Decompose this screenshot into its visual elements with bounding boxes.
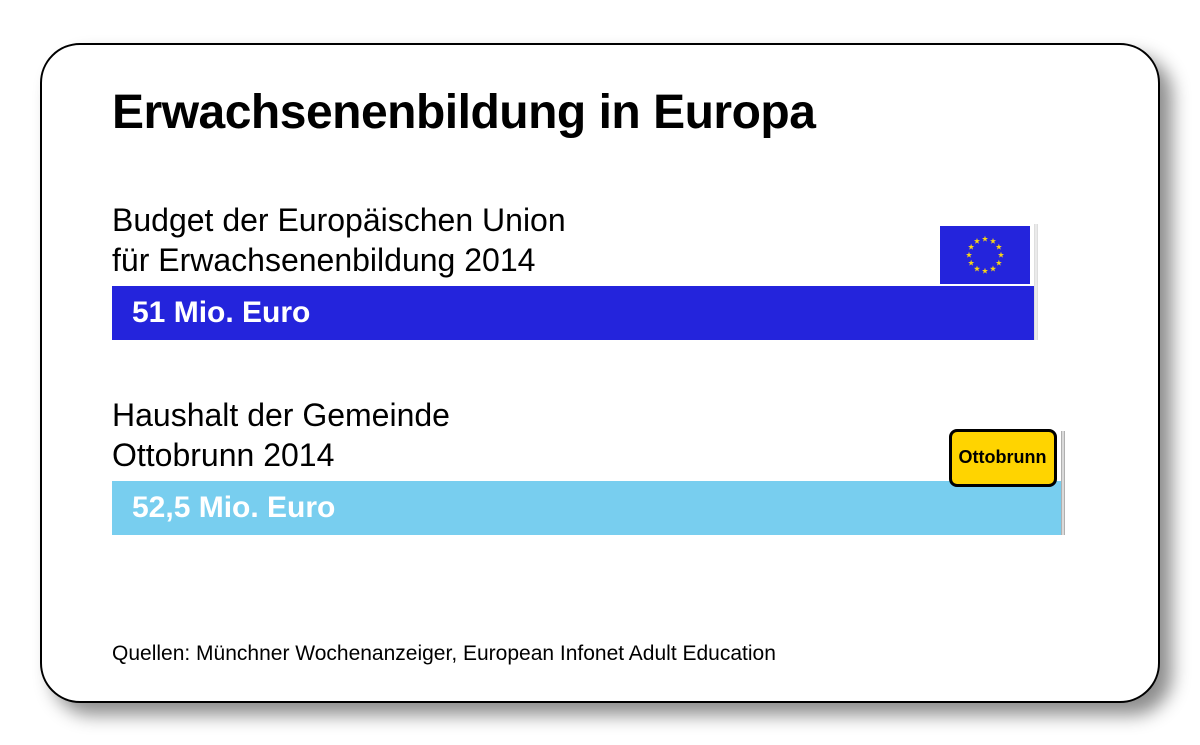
page-title: Erwachsenenbildung in Europa <box>112 85 1098 140</box>
bar: 52,5 Mio. Euro <box>112 481 1065 535</box>
signpost-icon <box>1061 431 1065 535</box>
bar-track: 52,5 Mio. Euro Ottobrunn <box>112 481 1092 535</box>
town-sign-text: Ottobrunn <box>959 447 1047 468</box>
bar-track: 51 Mio. Euro <box>112 286 1092 340</box>
town-sign-icon: Ottobrunn <box>949 429 1057 487</box>
bar: 51 Mio. Euro <box>112 286 1038 340</box>
bar-value-text: 51 Mio. Euro <box>132 296 310 330</box>
flagpole-icon <box>1034 224 1038 340</box>
infographic-card: Erwachsenenbildung in Europa Budget der … <box>40 43 1160 703</box>
eu-flag-icon <box>940 226 1030 284</box>
bar-entry-ottobrunn: Haushalt der Gemeinde Ottobrunn 2014 52,… <box>112 395 1098 535</box>
sources-text: Quellen: Münchner Wochenanzeiger, Europe… <box>112 642 776 666</box>
bar-entry-eu: Budget der Europäischen Union für Erwach… <box>112 200 1098 340</box>
eu-stars-icon <box>950 232 1020 278</box>
bar-value-text: 52,5 Mio. Euro <box>132 491 335 525</box>
